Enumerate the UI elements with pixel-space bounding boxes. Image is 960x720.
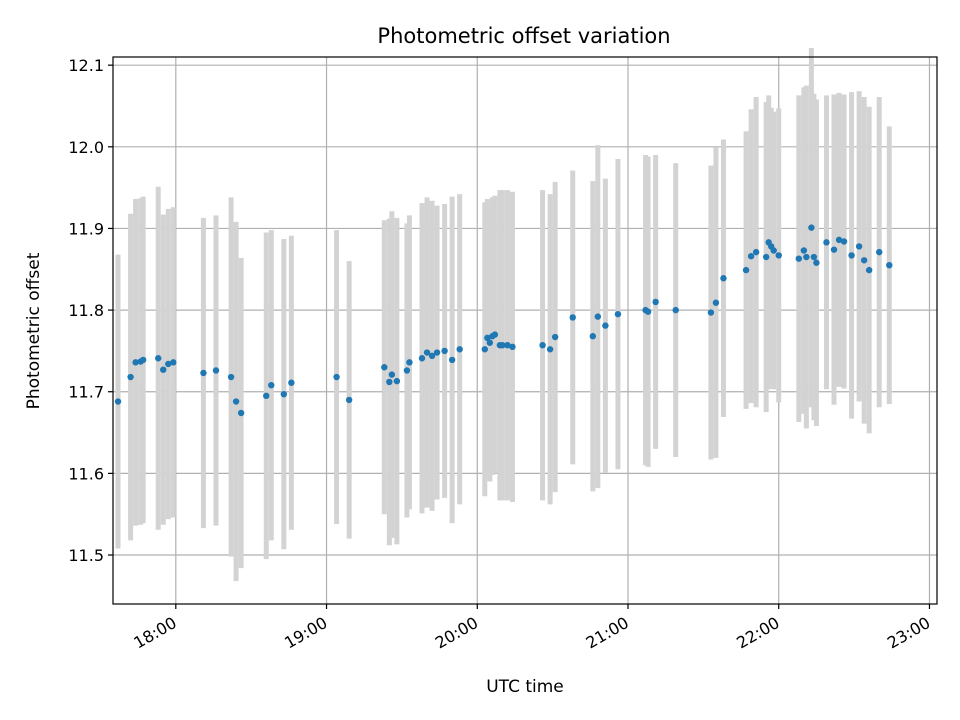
data-point xyxy=(546,346,554,353)
data-point xyxy=(594,313,602,320)
data-point xyxy=(165,360,172,368)
data-point xyxy=(795,255,803,262)
data-point xyxy=(672,306,679,314)
x-tick-label: 21:00 xyxy=(583,613,632,653)
y-tick-label: 11.6 xyxy=(68,464,104,483)
data-point xyxy=(345,396,353,404)
data-point xyxy=(160,366,167,373)
data-point xyxy=(762,253,770,261)
data-point xyxy=(886,261,893,269)
data-point xyxy=(823,239,830,246)
data-point xyxy=(227,373,235,381)
data-point xyxy=(865,266,873,274)
data-point xyxy=(770,247,777,254)
data-point xyxy=(569,314,576,321)
y-tick-label: 11.5 xyxy=(68,546,104,565)
data-point xyxy=(800,247,808,254)
x-tick-label: 18:00 xyxy=(130,613,179,653)
data-point xyxy=(263,392,270,400)
x-tick-label: 19:00 xyxy=(281,613,330,653)
y-tick-label: 12.0 xyxy=(68,138,104,157)
data-point xyxy=(433,349,441,356)
data-point xyxy=(589,333,597,340)
data-point xyxy=(752,248,760,256)
data-point xyxy=(539,341,546,349)
data-point xyxy=(280,390,288,398)
x-axis-title: UTC time xyxy=(486,677,564,697)
chart-title: Photometric offset variation xyxy=(377,24,670,48)
data-point xyxy=(406,359,413,366)
data-point xyxy=(775,252,782,259)
plot-area-frame xyxy=(112,56,938,605)
x-tick-label: 23:00 xyxy=(884,613,933,653)
data-point xyxy=(644,308,652,315)
data-point xyxy=(155,355,162,362)
data-point xyxy=(441,347,448,355)
data-point xyxy=(848,252,855,259)
data-point xyxy=(808,224,815,231)
data-point xyxy=(652,298,659,306)
error-bars xyxy=(115,48,892,582)
data-point xyxy=(830,246,838,253)
data-point xyxy=(448,356,456,364)
data-point xyxy=(170,359,177,366)
data-point xyxy=(484,334,491,342)
y-tick-label: 11.9 xyxy=(68,219,104,238)
data-point xyxy=(456,346,463,353)
data-point xyxy=(418,355,426,362)
data-point xyxy=(237,409,245,417)
data-point xyxy=(386,378,393,386)
data-point xyxy=(481,346,489,353)
data-point xyxy=(114,398,122,405)
data-point xyxy=(486,339,494,346)
data-point xyxy=(707,309,715,316)
data-point xyxy=(720,275,727,282)
data-point xyxy=(504,341,511,349)
data-point xyxy=(551,333,559,341)
data-point xyxy=(742,266,750,274)
data-point xyxy=(388,371,396,378)
data-point xyxy=(393,377,401,385)
data-point xyxy=(712,299,720,306)
x-tick-label: 20:00 xyxy=(432,613,481,653)
data-point xyxy=(200,369,207,377)
data-point xyxy=(232,398,240,405)
data-point xyxy=(835,236,843,244)
data-point xyxy=(288,379,295,386)
data-point xyxy=(499,341,506,349)
data-point xyxy=(810,253,818,261)
data-point xyxy=(614,310,622,318)
data-point xyxy=(333,373,340,381)
data-point xyxy=(876,248,883,256)
y-tick-label: 11.8 xyxy=(68,301,104,320)
data-point xyxy=(509,343,516,351)
x-tick-label: 22:00 xyxy=(733,613,782,653)
data-point xyxy=(491,331,499,338)
data-point xyxy=(423,349,431,356)
data-point xyxy=(381,364,388,371)
data-point xyxy=(428,352,436,360)
data-point xyxy=(268,382,275,389)
data-point xyxy=(139,356,147,364)
data-point xyxy=(860,257,868,264)
data-point xyxy=(747,253,755,260)
data-point xyxy=(855,243,863,250)
data-point xyxy=(403,367,411,374)
y-tick-label: 12.1 xyxy=(68,56,104,75)
data-point xyxy=(132,359,139,366)
data-points xyxy=(114,224,893,417)
data-point xyxy=(602,322,609,329)
y-axis-title: Photometric offset xyxy=(24,252,44,409)
data-point xyxy=(127,373,134,381)
data-point xyxy=(813,259,820,266)
data-point xyxy=(212,367,220,374)
data-point xyxy=(803,253,810,261)
data-point xyxy=(840,238,848,245)
y-tick-label: 11.7 xyxy=(68,383,104,402)
